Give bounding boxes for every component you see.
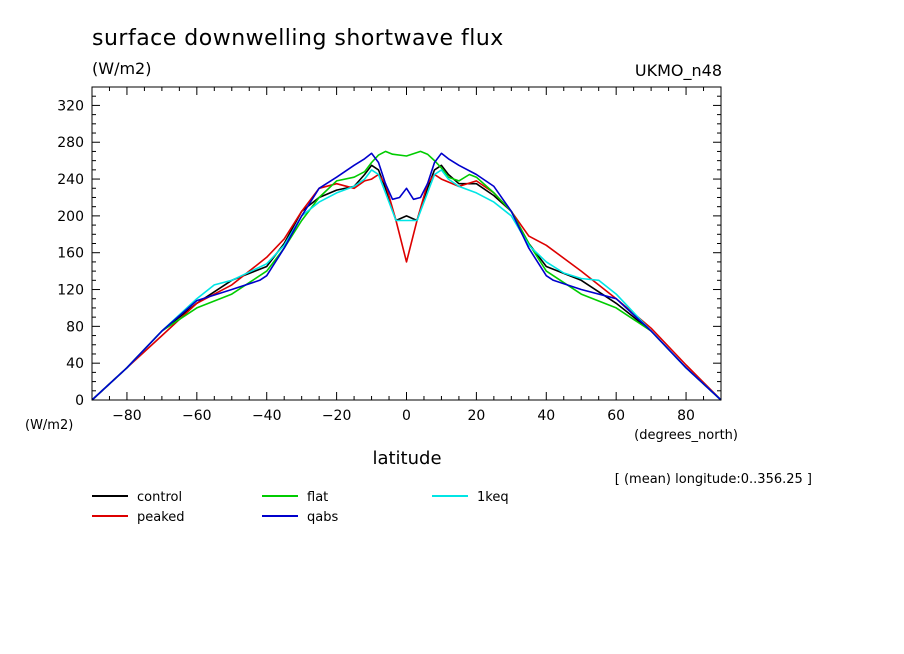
y-tick-label: 320 [57, 98, 84, 114]
series-line-peaked [91, 173, 722, 401]
series-line-qabs [91, 152, 722, 401]
legend-item-peaked: peaked [92, 510, 185, 525]
chart-title: surface downwelling shortwave flux [92, 26, 504, 51]
plot-frame [91, 86, 722, 401]
legend: control flat 1keq peaked qabs [92, 490, 509, 525]
x-axis-units: (degrees_north) [634, 428, 738, 443]
y-tick-label: 200 [57, 209, 84, 225]
y-tick-label: 240 [57, 172, 84, 188]
legend-label: flat [307, 490, 328, 505]
data-series [91, 150, 722, 401]
annotation: [ (mean) longitude:0..356.25 ] [615, 472, 812, 487]
series-line-control [91, 164, 722, 401]
axis-ticks [91, 86, 722, 401]
series-line-flat [91, 150, 722, 401]
series-line-1keq [91, 169, 722, 401]
legend-label: peaked [137, 510, 185, 525]
x-tick-label: −20 [322, 408, 352, 424]
y-tick-label: 280 [57, 135, 84, 151]
tick-labels: 0 40 80 120 160 200 240 280 320 −80 −60 −40 −20 0 20 40… [57, 98, 695, 424]
y-tick-label: 80 [66, 319, 84, 335]
chart-units: (W/m2) [92, 59, 151, 78]
chart-source: UKMO_n48 [635, 61, 722, 81]
legend-label: control [137, 490, 182, 505]
x-tick-label: 20 [467, 408, 485, 424]
y-tick-label: 0 [75, 393, 84, 409]
y-axis-units: (W/m2) [25, 418, 73, 433]
x-tick-label: 0 [402, 408, 411, 424]
x-tick-label: 60 [607, 408, 625, 424]
x-tick-label: −80 [112, 408, 142, 424]
x-tick-label: −60 [182, 408, 212, 424]
x-tick-label: 80 [677, 408, 695, 424]
legend-label: 1keq [477, 490, 509, 505]
x-axis-label: latitude [372, 448, 441, 469]
y-tick-label: 160 [57, 246, 84, 262]
legend-item-1keq: 1keq [432, 490, 509, 505]
legend-item-flat: flat [262, 490, 328, 505]
legend-item-qabs: qabs [262, 510, 338, 525]
legend-label: qabs [307, 510, 338, 525]
y-tick-label: 40 [66, 356, 84, 372]
y-tick-label: 120 [57, 283, 84, 299]
legend-item-control: control [92, 490, 182, 505]
x-tick-label: 40 [537, 408, 555, 424]
x-tick-label: −40 [252, 408, 282, 424]
